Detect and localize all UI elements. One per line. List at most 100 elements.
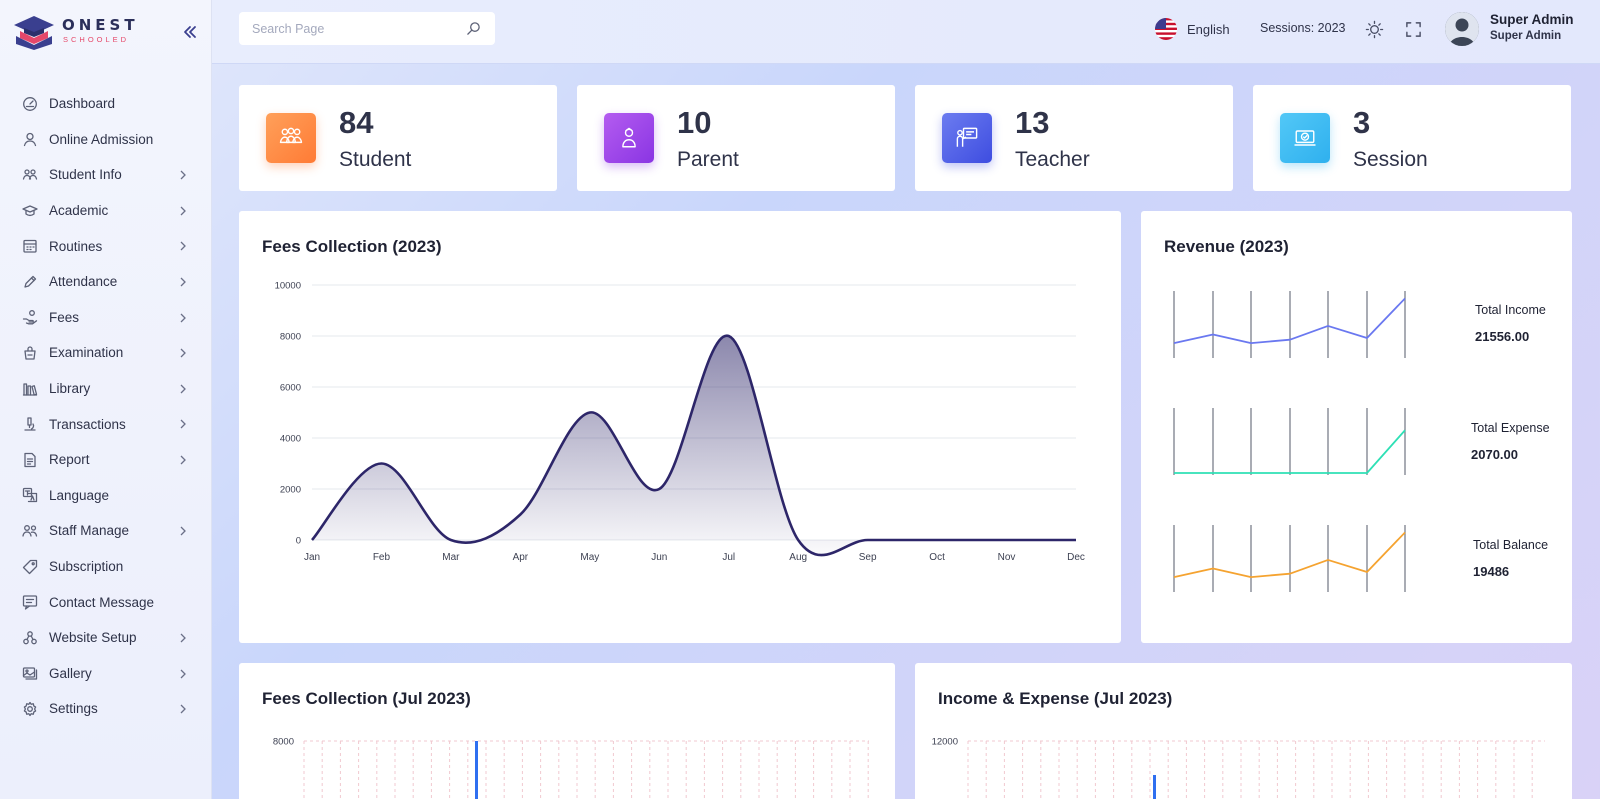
x-tick-label: Jul — [722, 552, 735, 563]
sidebar-item-student-info[interactable]: Student Info — [0, 157, 211, 193]
sidebar-item-label: Attendance — [49, 274, 118, 290]
sidebar: ONEST SCHOOLED Dashboard Online Admission… — [0, 0, 212, 799]
sidebar-item-language[interactable]: Language — [0, 478, 211, 514]
stat-icon-box — [266, 113, 316, 163]
stat-label: Parent — [677, 148, 739, 171]
dashboard-icon — [23, 96, 37, 111]
chevron-right-icon — [180, 704, 186, 714]
revenue-title: Revenue (2023) — [1164, 237, 1289, 256]
sessions-selector[interactable]: Sessions: 2023 — [1260, 21, 1346, 35]
chevron-right-icon — [180, 633, 186, 643]
sidebar-item-label: Examination — [49, 345, 124, 361]
fees-month-card: Fees Collection (Jul 2023) 8000 — [239, 663, 895, 799]
user-role: Super Admin — [1490, 30, 1562, 42]
y-tick-label: 10000 — [275, 281, 301, 292]
y-tick-label: 6000 — [280, 383, 301, 394]
fees-month-chart: 8000 — [273, 737, 869, 799]
fees-area — [312, 335, 1076, 556]
sidebar-item-online-admission[interactable]: Online Admission — [0, 122, 211, 158]
sidebar-item-staff-manage[interactable]: Staff Manage — [0, 513, 211, 549]
sun-icon[interactable] — [1365, 20, 1384, 39]
sidebar-item-label: Website Setup — [49, 630, 137, 646]
sidebar-item-report[interactable]: Report — [0, 442, 211, 478]
hand-coin-icon — [22, 310, 38, 325]
sidebar-item-label: Subscription — [49, 559, 124, 575]
y-tick-label: 0 — [296, 536, 301, 547]
students-icon — [279, 127, 303, 144]
total-balance-label: Total Balance — [1473, 538, 1549, 552]
search-input[interactable] — [239, 12, 459, 45]
chevron-right-icon — [180, 526, 186, 536]
sidebar-item-label: Routines — [49, 238, 103, 254]
chevron-right-icon — [180, 241, 186, 251]
stat-value: 3 — [1353, 105, 1371, 140]
fullscreen-icon[interactable] — [1405, 21, 1422, 38]
fees-month-title: Fees Collection (Jul 2023) — [262, 689, 471, 708]
total-balance-value: 19486 — [1473, 564, 1510, 579]
stat-label: Teacher — [1015, 148, 1090, 171]
revenue-card: Revenue (2023) Total Income 21556.00 Tot… — [1141, 211, 1572, 643]
session-icon — [1294, 130, 1316, 146]
income-expense-chart: 12000 — [932, 737, 1545, 799]
x-tick-label: Jun — [651, 552, 667, 563]
fees-collection-chart: 0 2000 4000 6000 8000 10000 Jan Feb Mar Apr May Jun… — [275, 281, 1085, 564]
chevron-right-icon — [180, 384, 186, 394]
sidebar-item-attendance[interactable]: Attendance — [0, 264, 211, 300]
total-expense-label: Total Expense — [1471, 421, 1550, 435]
pen-icon — [24, 275, 37, 288]
y-tick-label: 2000 — [280, 485, 301, 496]
sidebar-nav: Dashboard Online Admission Student Info Aca… — [0, 86, 211, 727]
stat-icon-box — [1280, 113, 1330, 163]
stat-value: 13 — [1015, 105, 1050, 140]
revenue-sparklines — [1173, 291, 1406, 592]
calendar-icon — [23, 240, 37, 253]
sidebar-item-settings[interactable]: Settings — [0, 691, 211, 727]
graduation-cap-icon — [22, 204, 38, 216]
bar-mark — [1153, 775, 1156, 799]
search-icon[interactable] — [466, 21, 481, 36]
x-tick-label: May — [580, 552, 599, 563]
x-tick-label: Apr — [513, 552, 529, 563]
sidebar-item-website-setup[interactable]: Website Setup — [0, 620, 211, 656]
total-income-label: Total Income — [1475, 303, 1546, 317]
income-expense-title: Income & Expense (Jul 2023) — [938, 689, 1173, 708]
fees-line — [311, 334, 1076, 557]
sidebar-item-label: Language — [49, 487, 110, 503]
x-tick-label: Oct — [929, 552, 945, 563]
sidebar-item-examination[interactable]: Examination — [0, 335, 211, 371]
y-tick-label: 4000 — [280, 434, 301, 445]
sidebar-item-library[interactable]: Library — [0, 371, 211, 407]
chevron-right-icon — [180, 206, 186, 216]
sidebar-item-dashboard[interactable]: Dashboard — [0, 86, 211, 122]
collapse-sidebar-icon[interactable] — [180, 22, 200, 42]
chevron-right-icon — [180, 348, 186, 358]
sidebar-item-academic[interactable]: Academic — [0, 193, 211, 229]
fees-collection-card: Fees Collection (2023) 0 2000 4000 6000 8000… — [239, 211, 1121, 643]
app-logo[interactable]: ONEST SCHOOLED — [12, 14, 202, 50]
sidebar-item-routines[interactable]: Routines — [0, 228, 211, 264]
chevron-right-icon — [180, 277, 186, 287]
fees-collection-title: Fees Collection (2023) — [262, 237, 442, 256]
stat-card-parent: 10 Parent — [577, 85, 895, 191]
language-selector[interactable]: English — [1155, 18, 1230, 40]
sidebar-item-label: Gallery — [49, 665, 92, 681]
sidebar-item-transactions[interactable]: Transactions — [0, 406, 211, 442]
sidebar-item-label: Contact Message — [49, 594, 155, 610]
sparkline-total-balance — [1173, 531, 1406, 579]
sidebar-item-gallery[interactable]: Gallery — [0, 656, 211, 692]
sidebar-item-fees[interactable]: Fees — [0, 300, 211, 336]
avatar[interactable] — [1445, 12, 1479, 46]
tag-icon — [22, 559, 38, 574]
x-tick-label: Mar — [442, 552, 460, 563]
x-tick-label: Nov — [998, 552, 1016, 563]
sidebar-item-subscription[interactable]: Subscription — [0, 549, 211, 585]
logo-name: ONEST — [62, 16, 139, 34]
sidebar-item-contact-message[interactable]: Contact Message — [0, 584, 211, 620]
report-icon — [24, 452, 36, 467]
sidebar-item-label: Academic — [49, 203, 109, 219]
x-tick-label: Dec — [1067, 552, 1085, 563]
chevron-right-icon — [180, 419, 186, 429]
income-expense-card: Income & Expense (Jul 2023) 12000 — [915, 663, 1572, 799]
us-flag-icon — [1155, 18, 1177, 40]
staff-icon — [22, 524, 38, 537]
